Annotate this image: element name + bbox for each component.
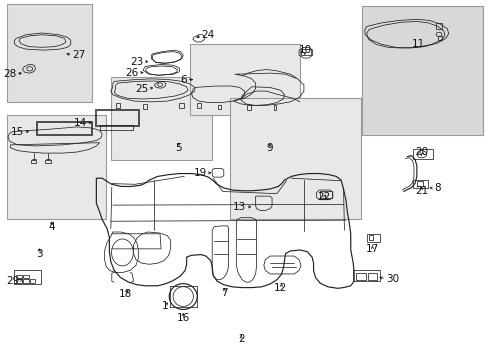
Text: 25: 25 xyxy=(135,84,148,94)
Bar xyxy=(273,105,276,110)
Bar xyxy=(218,105,221,109)
Text: 7: 7 xyxy=(221,288,227,298)
Text: 16: 16 xyxy=(176,313,189,323)
Bar xyxy=(30,279,35,283)
Text: 29: 29 xyxy=(6,276,19,286)
Text: 9: 9 xyxy=(266,143,273,153)
Text: 28: 28 xyxy=(3,69,16,79)
Bar xyxy=(301,49,310,55)
Bar xyxy=(23,279,29,283)
Bar xyxy=(416,181,422,186)
Bar xyxy=(229,98,361,220)
Bar xyxy=(196,103,200,108)
Text: 26: 26 xyxy=(125,68,138,78)
Text: 13: 13 xyxy=(232,202,245,212)
Bar xyxy=(6,4,92,102)
Bar xyxy=(37,122,91,134)
Bar xyxy=(352,270,379,281)
Bar xyxy=(6,116,105,220)
Text: 27: 27 xyxy=(72,50,85,60)
Bar xyxy=(437,36,442,40)
Text: 4: 4 xyxy=(48,222,55,231)
Text: 3: 3 xyxy=(36,248,42,258)
Text: 8: 8 xyxy=(433,183,440,193)
Bar xyxy=(23,275,29,278)
Text: 22: 22 xyxy=(317,192,330,202)
Bar xyxy=(320,192,331,198)
Bar xyxy=(36,121,92,135)
Bar xyxy=(16,275,22,278)
Text: 5: 5 xyxy=(175,143,182,153)
Bar xyxy=(31,160,37,163)
Bar xyxy=(246,105,250,110)
Text: 11: 11 xyxy=(411,39,425,49)
Bar xyxy=(367,273,377,280)
Bar xyxy=(45,160,51,163)
Text: 21: 21 xyxy=(414,186,427,197)
Text: 18: 18 xyxy=(119,289,132,299)
Text: 6: 6 xyxy=(180,75,186,85)
Bar xyxy=(435,23,441,30)
Bar xyxy=(116,103,120,108)
Bar xyxy=(16,279,22,283)
Text: 24: 24 xyxy=(201,30,214,40)
Bar xyxy=(413,180,427,188)
Bar xyxy=(111,77,212,160)
Text: 17: 17 xyxy=(365,244,378,254)
Text: 15: 15 xyxy=(11,127,24,136)
Bar xyxy=(179,103,184,108)
Bar xyxy=(14,270,41,284)
Text: 19: 19 xyxy=(194,168,207,178)
Bar xyxy=(368,235,373,240)
Bar xyxy=(143,104,147,109)
Bar xyxy=(355,273,366,280)
Bar xyxy=(100,126,133,130)
Text: 10: 10 xyxy=(298,45,311,55)
Bar xyxy=(413,149,432,159)
Text: 14: 14 xyxy=(73,118,86,128)
Text: 30: 30 xyxy=(385,274,398,284)
Bar xyxy=(190,44,300,116)
Bar xyxy=(96,110,138,125)
Text: 20: 20 xyxy=(414,147,427,157)
Bar xyxy=(95,109,139,126)
Text: 12: 12 xyxy=(274,283,287,293)
Text: 23: 23 xyxy=(130,57,143,67)
Text: 2: 2 xyxy=(237,333,244,343)
Bar xyxy=(361,6,483,135)
Text: 1: 1 xyxy=(161,301,168,311)
Bar xyxy=(366,234,379,242)
